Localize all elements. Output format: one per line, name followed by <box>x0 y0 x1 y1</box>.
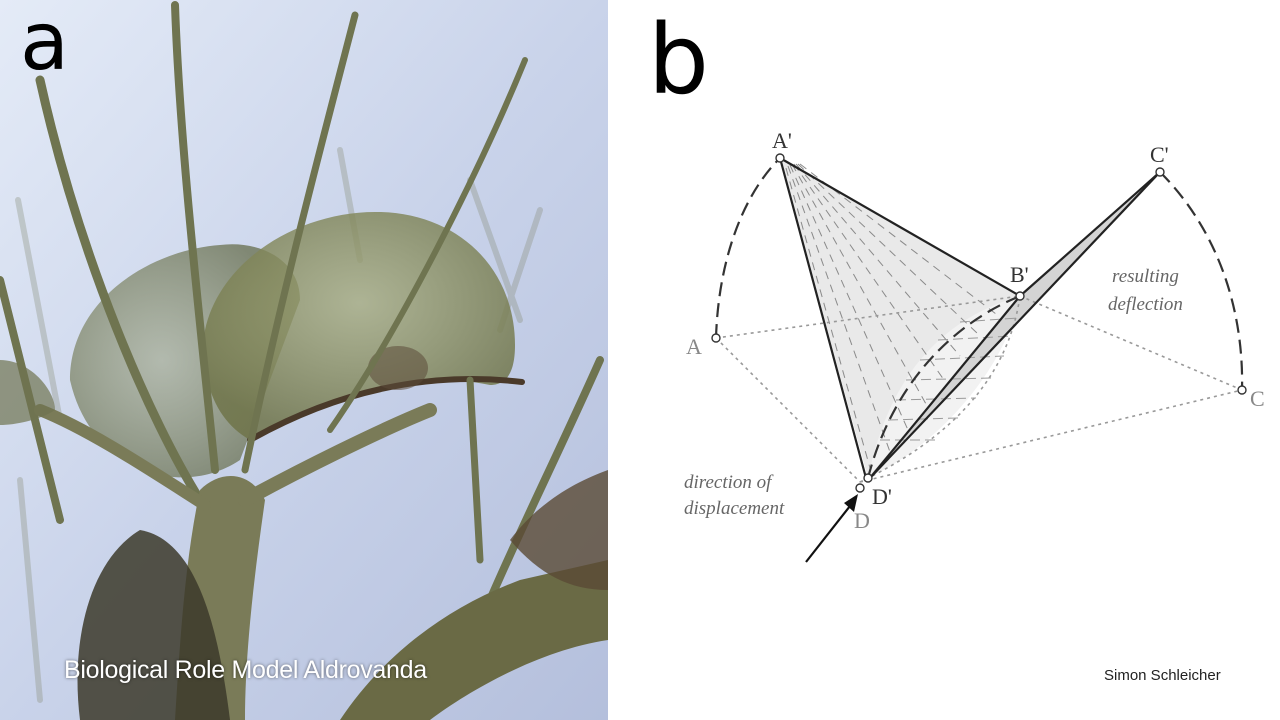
point-markers <box>711 153 1247 493</box>
label-a-prime: A' <box>772 128 792 153</box>
left-hatching <box>785 163 997 469</box>
solid-edges <box>778 157 1161 479</box>
photo-caption: Biological Role Model Aldrovanda <box>64 656 427 684</box>
deflection-diagram: A' B' C' D' A C D resulting deflection d… <box>684 128 1265 563</box>
annotation-displacement: displacement <box>684 498 785 519</box>
label-d: D <box>854 508 870 533</box>
aldrovanda-illustration <box>0 0 608 720</box>
label-c: C <box>1250 386 1265 411</box>
label-b-prime: B' <box>1010 262 1029 287</box>
label-d-prime: D' <box>872 484 892 509</box>
label-a: A <box>686 334 702 359</box>
panel-a-letter: a <box>20 0 70 88</box>
annotation-resulting: resulting <box>1112 266 1179 287</box>
panel-b-letter: b <box>648 4 709 116</box>
annotation-direction: direction of <box>684 472 774 493</box>
diagram-panel: b <box>608 0 1280 720</box>
label-c-prime: C' <box>1150 142 1169 167</box>
displacement-arrow <box>805 494 858 563</box>
curved-hatching <box>880 317 1019 441</box>
deflection-arcs <box>714 157 1244 479</box>
photo-panel: a Biological Role Model Aldrovanda <box>0 0 608 720</box>
annotation-deflection: deflection <box>1108 294 1183 315</box>
author-credit: Simon Schleicher <box>1104 667 1221 684</box>
left-triangle-surface <box>780 158 1020 478</box>
